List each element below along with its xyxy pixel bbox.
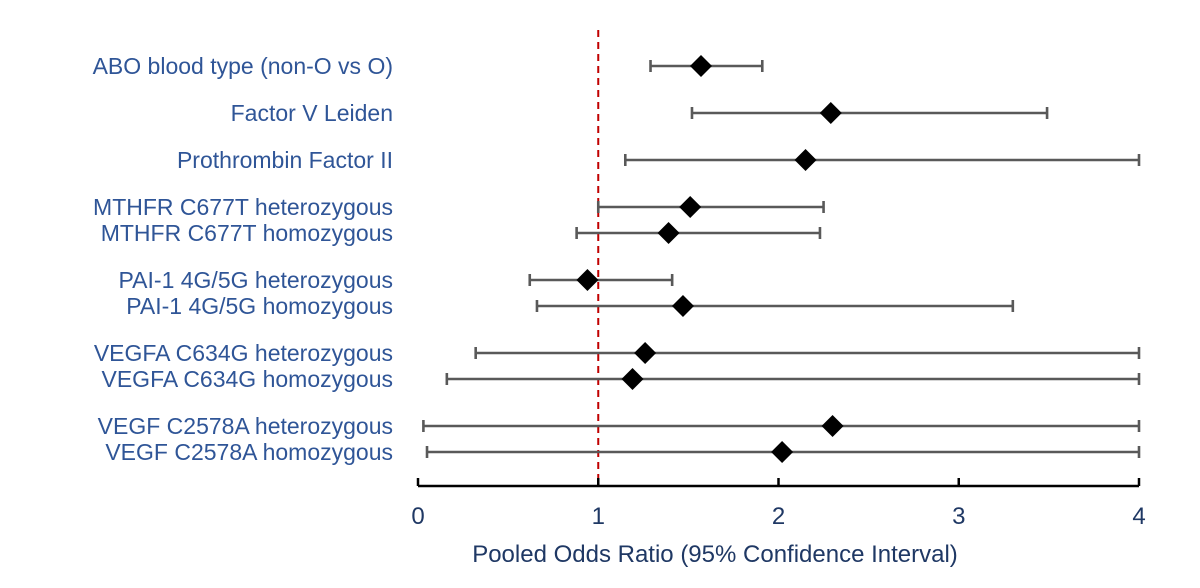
x-axis-title: Pooled Odds Ratio (95% Confidence Interv… — [472, 541, 958, 568]
point-estimate-marker — [819, 102, 842, 124]
row-label: PAI-1 4G/5G homozygous — [126, 293, 393, 319]
forest-row: MTHFR C677T homozygous — [101, 220, 822, 246]
point-estimate-marker — [634, 342, 657, 364]
row-label: VEGF C2578A heterozygous — [98, 413, 393, 439]
forest-row: PAI-1 4G/5G homozygous — [126, 293, 1015, 319]
row-label: MTHFR C677T homozygous — [101, 220, 393, 246]
forest-row: ABO blood type (non-O vs O) — [93, 53, 764, 79]
rows-layer: ABO blood type (non-O vs O) Factor V Leid… — [93, 53, 1141, 465]
x-tick-label: 2 — [772, 503, 785, 530]
row-label: VEGFA C634G heterozygous — [94, 340, 393, 366]
forest-row: MTHFR C677T heterozygous — [93, 194, 825, 220]
row-label: VEGF C2578A homozygous — [105, 439, 393, 465]
point-estimate-marker — [794, 149, 817, 171]
point-estimate-marker — [657, 222, 680, 244]
point-estimate-marker — [689, 55, 712, 77]
row-label: Prothrombin Factor II — [177, 147, 393, 173]
row-label: ABO blood type (non-O vs O) — [93, 53, 393, 79]
row-label: MTHFR C677T heterozygous — [93, 194, 393, 220]
point-estimate-marker — [621, 368, 644, 390]
forest-row: VEGFA C634G heterozygous — [94, 340, 1141, 366]
row-label: Factor V Leiden — [231, 100, 393, 126]
forest-row: VEGF C2578A homozygous — [105, 439, 1141, 465]
x-tick-label: 0 — [411, 503, 424, 530]
forest-row: VEGFA C634G homozygous — [102, 366, 1141, 392]
forest-row: PAI-1 4G/5G heterozygous — [119, 267, 674, 293]
point-estimate-marker — [771, 441, 794, 463]
point-estimate-marker — [821, 415, 844, 437]
point-estimate-marker — [671, 295, 694, 317]
x-tick-label: 1 — [592, 503, 605, 530]
forest-row: Prothrombin Factor II — [177, 147, 1141, 173]
point-estimate-marker — [679, 196, 702, 218]
x-tick-label: 4 — [1132, 503, 1145, 530]
forest-row: Factor V Leiden — [231, 100, 1049, 126]
row-label: PAI-1 4G/5G heterozygous — [119, 267, 393, 293]
x-tick-label: 3 — [952, 503, 965, 530]
point-estimate-marker — [576, 269, 599, 291]
row-label: VEGFA C634G homozygous — [102, 366, 394, 392]
forest-row: VEGF C2578A heterozygous — [98, 413, 1141, 439]
x-axis: 0 1 2 3 4 — [411, 478, 1146, 530]
